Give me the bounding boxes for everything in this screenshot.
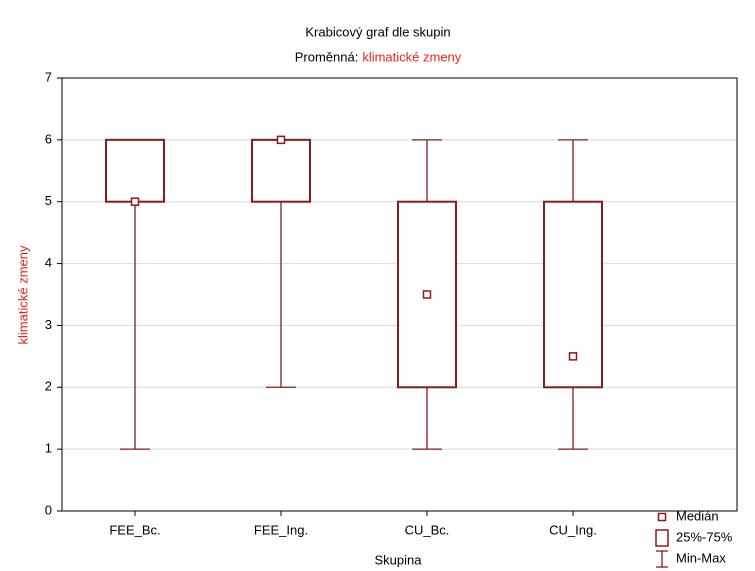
legend-box-icon	[655, 529, 669, 547]
y-tick-label: 3	[45, 317, 52, 332]
y-tick-label: 0	[45, 502, 52, 517]
x-tick-label: CU_Ing.	[549, 522, 597, 537]
legend-label: Medián	[676, 508, 719, 523]
median-marker	[568, 352, 578, 361]
legend-median-icon	[657, 512, 667, 522]
x-tick-label: FEE_Ing.	[254, 522, 308, 537]
legend-label: 25%-75%	[676, 529, 733, 544]
x-axis-label: Skupina	[375, 552, 423, 567]
chart-title: Krabicový graf dle skupin	[305, 24, 450, 39]
y-axis-label: klimatické zmeny	[15, 245, 30, 344]
y-tick-label: 4	[45, 255, 52, 270]
plot-frame	[61, 77, 738, 512]
x-tick-label: FEE_Bc.	[109, 522, 160, 537]
y-tick-label: 2	[45, 379, 52, 394]
box	[251, 138, 311, 203]
y-tick-label: 7	[45, 69, 52, 84]
median-marker	[130, 197, 140, 206]
legend-label: Min-Max	[676, 550, 726, 565]
x-tick-label: CU_Bc.	[405, 522, 450, 537]
chart-subtitle: Proměnná:	[295, 49, 359, 64]
chart-variable: klimatické zmeny	[362, 49, 461, 64]
y-tick-label: 5	[45, 193, 52, 208]
y-tick-label: 6	[45, 131, 52, 146]
box	[397, 200, 457, 389]
y-tick-label: 1	[45, 441, 52, 456]
median-marker	[422, 290, 432, 299]
median-marker	[276, 135, 286, 145]
box	[105, 138, 165, 203]
